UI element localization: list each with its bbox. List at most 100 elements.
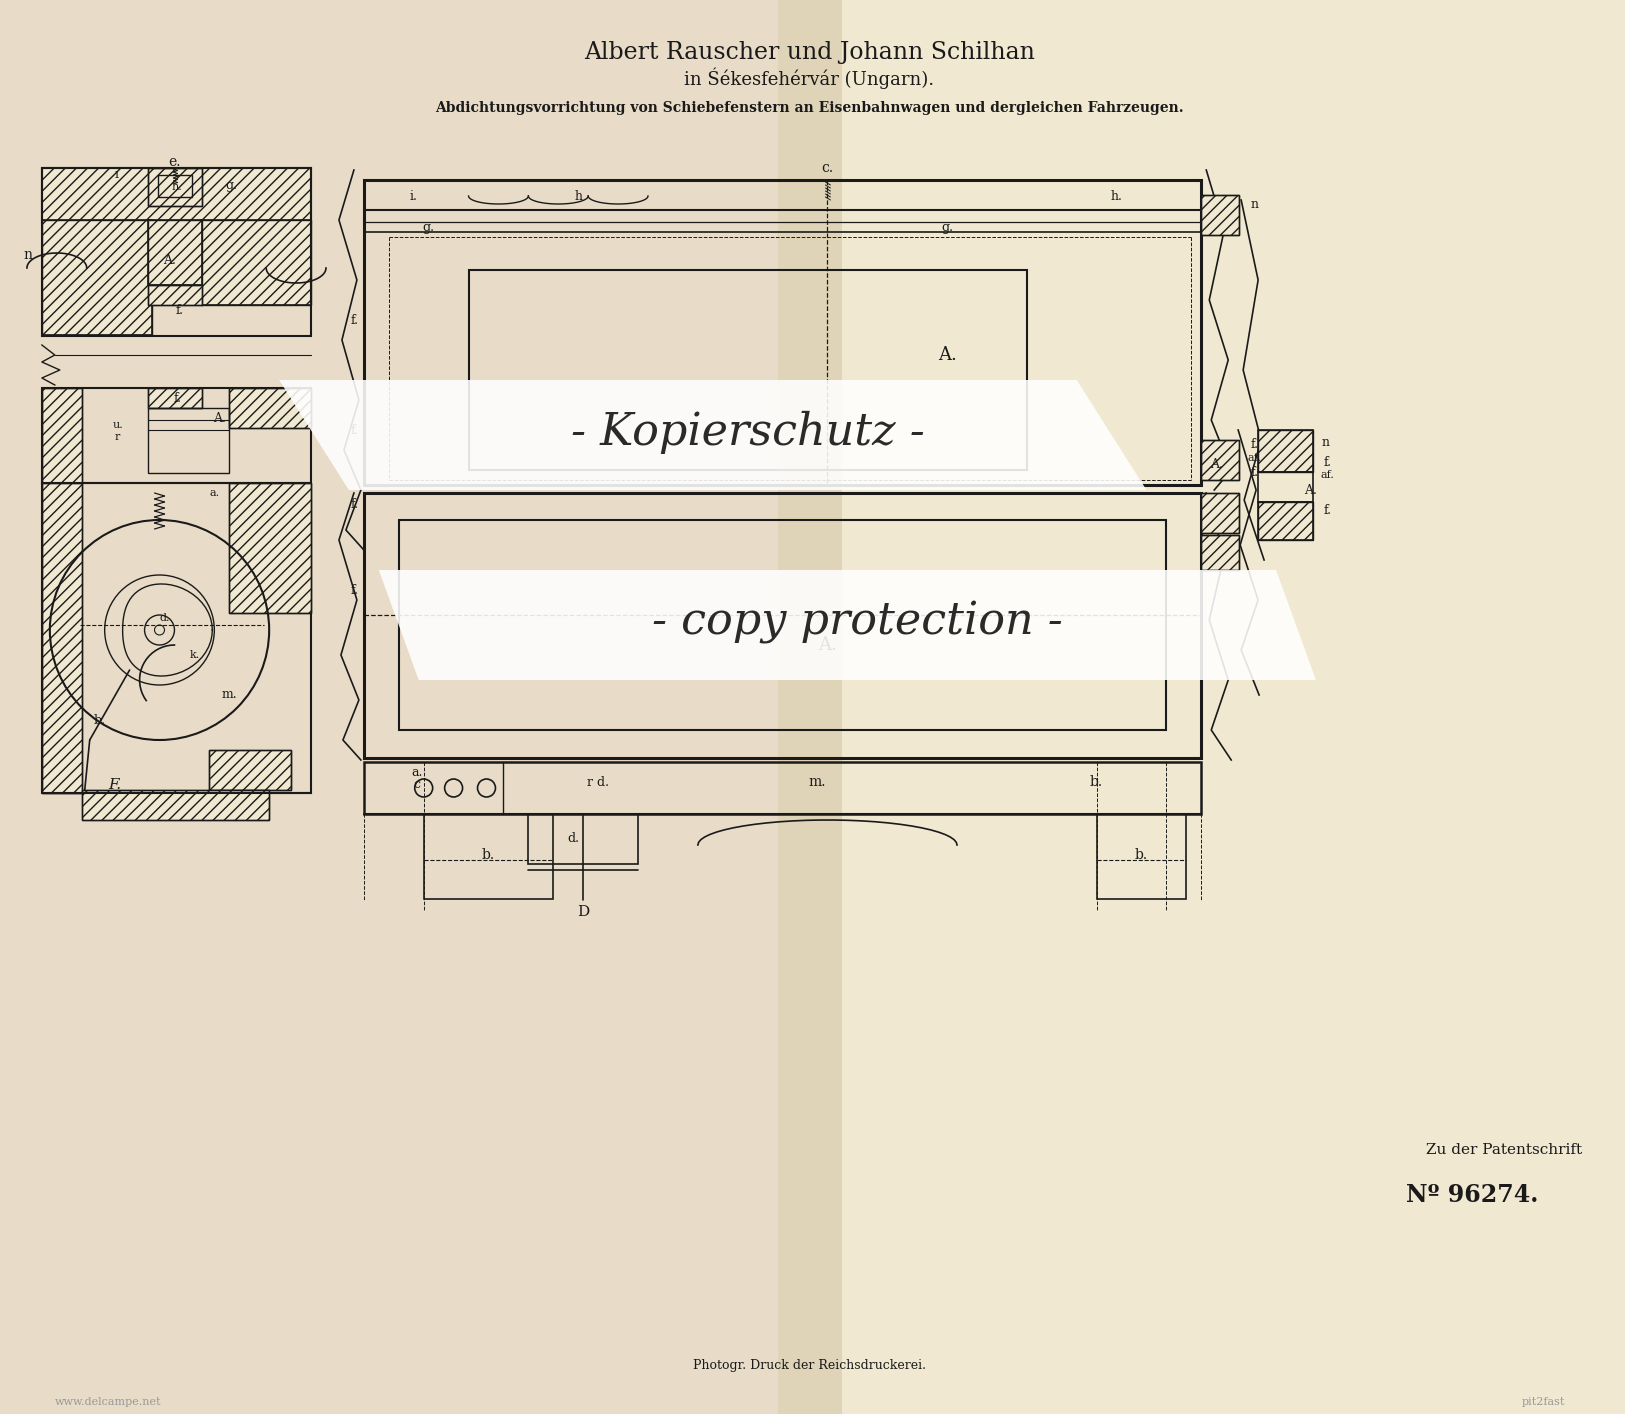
Text: a.: a.: [210, 488, 219, 498]
Text: m.: m.: [809, 775, 826, 789]
Bar: [424, 814, 552, 899]
Text: h: h: [574, 189, 582, 202]
Bar: [148, 168, 203, 206]
Bar: [1201, 195, 1240, 235]
Text: - Kopierschutz -: - Kopierschutz -: [570, 410, 925, 454]
Text: c: c: [414, 779, 421, 792]
Text: www.delcampe.net: www.delcampe.net: [55, 1397, 161, 1407]
Text: Nº 96274.: Nº 96274.: [1406, 1184, 1537, 1208]
Bar: [398, 520, 1167, 730]
Bar: [229, 387, 310, 428]
Bar: [202, 221, 310, 305]
Text: i.: i.: [410, 189, 418, 202]
Bar: [1201, 534, 1240, 570]
Text: d.: d.: [159, 614, 169, 624]
Text: f.: f.: [176, 304, 184, 317]
Text: D: D: [577, 905, 590, 919]
Bar: [42, 387, 81, 484]
Polygon shape: [280, 380, 1147, 491]
Bar: [1258, 502, 1313, 540]
Bar: [148, 221, 203, 286]
Text: b.: b.: [1134, 848, 1147, 863]
Bar: [778, 0, 842, 1414]
Bar: [229, 484, 310, 614]
Bar: [202, 221, 310, 305]
Text: A.: A.: [1305, 484, 1318, 496]
Bar: [210, 749, 291, 790]
Text: u.: u.: [112, 420, 124, 430]
Bar: [1258, 430, 1313, 472]
Text: m.: m.: [221, 689, 237, 701]
Bar: [148, 387, 203, 409]
Bar: [809, 0, 1620, 1414]
Bar: [42, 387, 81, 484]
Text: n: n: [1250, 198, 1258, 212]
Text: n: n: [23, 247, 32, 262]
Bar: [148, 286, 203, 305]
Bar: [148, 409, 229, 474]
Text: a.: a.: [411, 765, 422, 779]
Bar: [210, 749, 291, 790]
Text: h.: h.: [1110, 189, 1123, 202]
Text: i: i: [115, 168, 119, 181]
Text: f.: f.: [174, 392, 182, 404]
Bar: [1201, 440, 1240, 479]
Bar: [42, 221, 151, 335]
Bar: [42, 168, 310, 223]
Text: A.: A.: [162, 253, 176, 266]
Bar: [528, 814, 639, 864]
Bar: [1258, 472, 1313, 502]
Bar: [1258, 502, 1313, 540]
Text: g.: g.: [941, 222, 954, 235]
Text: Zu der Patentschrift: Zu der Patentschrift: [1425, 1143, 1581, 1157]
Text: f.: f.: [351, 584, 359, 597]
Bar: [148, 168, 203, 206]
Bar: [1201, 493, 1240, 533]
Bar: [42, 484, 310, 793]
Bar: [158, 175, 192, 197]
Bar: [1201, 440, 1240, 479]
Text: Albert Rauscher und Johann Schilhan: Albert Rauscher und Johann Schilhan: [583, 41, 1035, 64]
Text: d.: d.: [567, 831, 578, 844]
Bar: [1201, 534, 1240, 570]
Bar: [42, 387, 310, 484]
Bar: [468, 270, 1027, 469]
Bar: [42, 168, 310, 223]
Bar: [42, 484, 81, 793]
Bar: [42, 168, 310, 337]
Text: pit2fast: pit2fast: [1521, 1397, 1565, 1407]
Text: in Śékesfehérvár (Ungarn).: in Śékesfehérvár (Ungarn).: [684, 68, 934, 89]
Text: f.: f.: [1250, 438, 1258, 451]
Text: f.: f.: [1324, 503, 1332, 516]
Text: A.: A.: [938, 346, 957, 363]
Bar: [1258, 430, 1313, 472]
Bar: [1201, 195, 1240, 235]
Bar: [364, 180, 1201, 485]
Bar: [229, 387, 310, 428]
Bar: [364, 762, 1201, 814]
Bar: [148, 221, 203, 286]
Text: A.: A.: [1209, 458, 1222, 471]
Text: b.: b.: [94, 714, 106, 727]
Bar: [1097, 814, 1186, 899]
Bar: [81, 790, 270, 820]
Text: f.: f.: [1250, 465, 1258, 478]
Bar: [81, 790, 270, 820]
Text: af.: af.: [1321, 469, 1334, 479]
Bar: [1201, 493, 1240, 533]
Bar: [229, 484, 310, 614]
Text: af.: af.: [1248, 452, 1261, 462]
Text: r: r: [115, 433, 120, 443]
Text: A.: A.: [213, 411, 226, 424]
Text: g.: g.: [226, 178, 237, 191]
Bar: [42, 484, 81, 793]
Bar: [364, 493, 1201, 758]
Bar: [0, 0, 809, 1414]
Text: F.: F.: [109, 778, 122, 792]
Text: g.: g.: [422, 222, 434, 235]
Text: f.: f.: [351, 314, 359, 327]
Text: Photogr. Druck der Reichsdruckerei.: Photogr. Druck der Reichsdruckerei.: [692, 1359, 926, 1372]
Bar: [148, 286, 203, 305]
Text: h.: h.: [172, 182, 184, 192]
Bar: [148, 387, 203, 409]
